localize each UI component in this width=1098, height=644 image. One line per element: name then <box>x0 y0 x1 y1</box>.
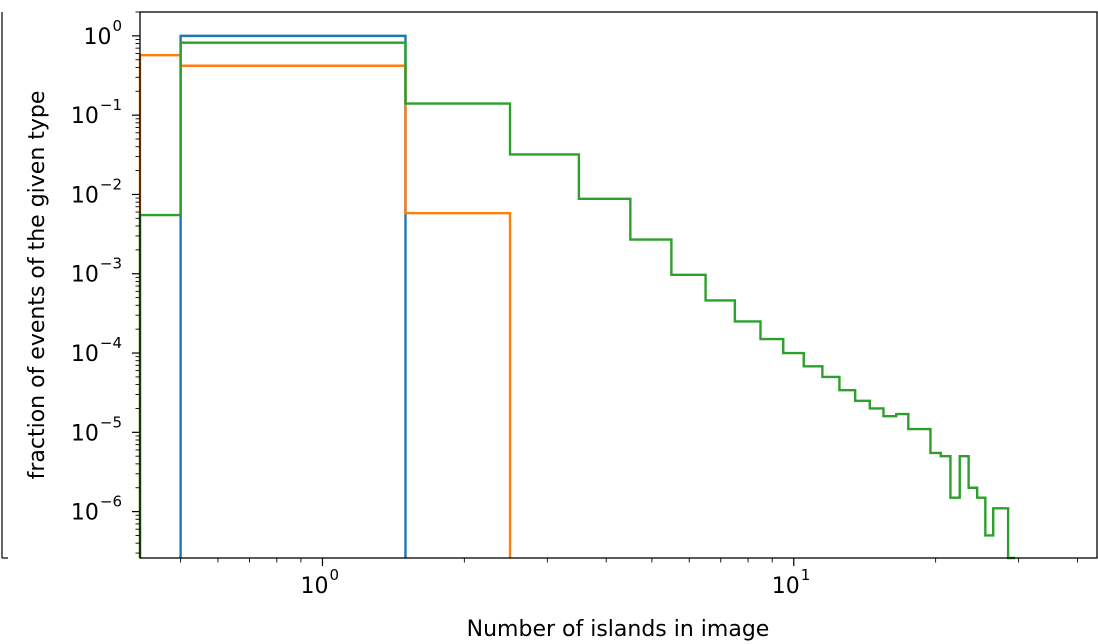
y-axis-label: fraction of events of the given type <box>25 91 50 480</box>
y-tick-label: 10 <box>83 25 111 50</box>
y-tick-label-exponent: −1 <box>100 96 122 114</box>
y-tick-label: 10 <box>71 183 99 208</box>
y-tick-label: 10 <box>71 501 99 526</box>
y-tick-label-exponent: −4 <box>100 334 122 352</box>
y-tick-label: 10 <box>71 342 99 367</box>
x-tick-label-exponent: 0 <box>329 566 339 584</box>
y-tick-label-exponent: 0 <box>112 17 122 35</box>
y-tick-label-exponent: −3 <box>100 255 122 273</box>
x-tick-label: 10 <box>300 574 328 599</box>
y-tick-label-exponent: −2 <box>100 175 122 193</box>
x-axis-label: Number of islands in image <box>467 617 770 642</box>
x-tick-label-exponent: 1 <box>801 566 811 584</box>
y-tick-label: 10 <box>71 104 99 129</box>
adjacent-panel-edge <box>1 12 8 559</box>
x-tick-label: 10 <box>772 574 800 599</box>
series-2-step-line <box>138 54 512 558</box>
y-tick-label-exponent: −5 <box>100 413 122 431</box>
y-tick-label: 10 <box>71 421 99 446</box>
series-1-step-line <box>179 34 407 558</box>
x-axis-ticks: 10 0 10 1 <box>180 558 1078 599</box>
plot-frame <box>139 11 1098 559</box>
y-axis-ticks: 010−110−210−310−410−510−610 <box>71 11 140 554</box>
series-3-step-line <box>138 41 1016 560</box>
series-layer <box>138 34 1016 560</box>
y-tick-label: 10 <box>71 263 99 288</box>
y-tick-label-exponent: −6 <box>100 493 122 511</box>
